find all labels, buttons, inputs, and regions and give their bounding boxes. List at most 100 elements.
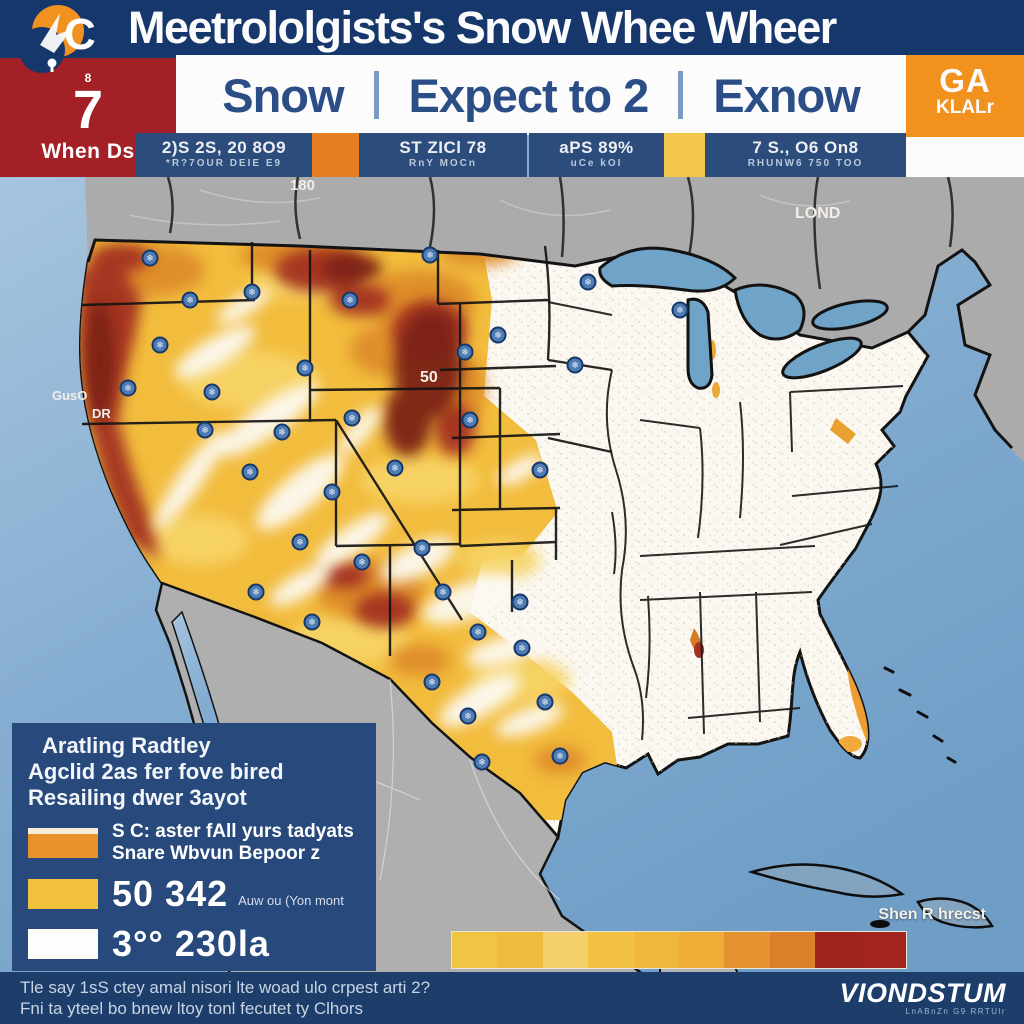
left-badge-label: When Ds <box>41 140 135 163</box>
scale-segment <box>769 932 816 968</box>
info-box-3: aPS 89% uCe kOI <box>529 133 664 177</box>
scale-segment <box>497 932 543 968</box>
svg-text:❄: ❄ <box>146 253 154 263</box>
snow-marker-icon: ❄ <box>461 411 479 429</box>
snow-marker-icon: ❄ <box>273 423 291 441</box>
snow-marker-icon: ❄ <box>423 673 441 691</box>
snow-marker-icon: ❄ <box>343 409 361 427</box>
info-box-3-line2: uCe kOI <box>570 158 623 169</box>
svg-text:❄: ❄ <box>428 677 436 687</box>
svg-text:❄: ❄ <box>186 295 194 305</box>
svg-text:❄: ❄ <box>466 415 474 425</box>
logo-letter: C <box>64 10 96 59</box>
scale-bar-label: Shen R hrecst <box>878 906 986 923</box>
snow-marker-icon: ❄ <box>291 533 309 551</box>
legend-panel: Aratling Radtley Agclid 2as fer fove bir… <box>12 723 376 971</box>
snow-marker-icon: ❄ <box>181 291 199 309</box>
left-badge-number: 7 <box>72 80 104 140</box>
legend-row-orange: S C: aster fAll yurs tadyats Snare Wbvun… <box>28 821 360 865</box>
svg-text:❄: ❄ <box>518 643 526 653</box>
snow-marker-icon: ❄ <box>296 359 314 377</box>
scale-segment <box>724 932 770 968</box>
scale-segment <box>452 932 498 968</box>
info-box-3-line1: aPS 89% <box>559 138 634 157</box>
snow-marker-icon: ❄ <box>119 379 137 397</box>
snow-marker-icon: ❄ <box>566 356 584 374</box>
footer-bar: Tle say 1sS ctey amal nisori lte woad ul… <box>0 972 1024 1024</box>
snow-marker-icon: ❄ <box>473 753 491 771</box>
legend-swatch-yellow <box>28 879 98 909</box>
snow-marker-icon: ❄ <box>386 459 404 477</box>
info-box-4-line1: 7 S., O6 On8 <box>752 138 859 157</box>
map-labels-layer: 180 LOND GusO DR 50 <box>52 177 840 421</box>
right-badge-line1: GA <box>939 62 991 99</box>
map-label: LOND <box>795 205 840 222</box>
svg-text:❄: ❄ <box>478 757 486 767</box>
svg-text:❄: ❄ <box>676 305 684 315</box>
snow-marker-icon: ❄ <box>196 421 214 439</box>
svg-text:❄: ❄ <box>308 617 316 627</box>
legend-row-white: 3°° 230la <box>28 923 360 965</box>
svg-text:❄: ❄ <box>201 425 209 435</box>
svg-text:❄: ❄ <box>494 330 502 340</box>
snow-marker-icon: ❄ <box>323 483 341 501</box>
svg-text:❄: ❄ <box>556 751 564 761</box>
svg-text:❄: ❄ <box>461 347 469 357</box>
snow-marker-icon: ❄ <box>241 463 259 481</box>
left-badge: 8 7 When Ds <box>0 58 176 177</box>
svg-text:❄: ❄ <box>358 557 366 567</box>
svg-text:❄: ❄ <box>156 340 164 350</box>
legend-swatch-white <box>28 929 98 959</box>
svg-text:❄: ❄ <box>516 597 524 607</box>
legend-title-line3: Resailing dwer 3ayot <box>28 785 247 810</box>
info-box-2-line2: RnY MOCn <box>408 158 478 169</box>
snow-marker-icon: ❄ <box>247 583 265 601</box>
canada-border <box>86 238 1014 450</box>
svg-text:❄: ❄ <box>584 277 592 287</box>
svg-text:❄: ❄ <box>348 413 356 423</box>
subtitle-segment: Exnow <box>713 68 860 122</box>
snow-marker-icon: ❄ <box>536 693 554 711</box>
info-box-2: ST ZICl 78 RnY MOCn <box>359 133 527 177</box>
snow-marker-icon: ❄ <box>203 383 221 401</box>
snow-marker-icon: ❄ <box>511 593 529 611</box>
snow-marker-icon: ❄ <box>671 301 689 319</box>
svg-text:❄: ❄ <box>571 360 579 370</box>
svg-text:❄: ❄ <box>278 427 286 437</box>
legend-row-white-value: 3°° 230la <box>112 923 270 964</box>
right-badge: GA KLALr <box>906 55 1024 137</box>
subtitle-divider <box>678 71 684 119</box>
snow-marker-icon: ❄ <box>141 249 159 267</box>
scale-segment <box>679 932 725 968</box>
station-logo: C <box>19 5 96 73</box>
scale-segment <box>588 932 634 968</box>
us-snow-map: ❄ ❄ ❄ ❄ ❄ ❄ ❄ ❄ ❄ ❄ ❄ ❄ ❄ ❄ ❄ ❄ ❄ ❄ ❄ ❄ ❄ ❄ ❄ ❄ ❄ ❄ ❄ ❄ ❄ ❄ ❄ ❄ ❄ ❄ ❄ ❄ 180… <box>0 177 1024 972</box>
graticule-scribbles <box>166 177 954 290</box>
scale-segment <box>860 932 907 968</box>
svg-text:❄: ❄ <box>426 250 434 260</box>
snow-marker-icon: ❄ <box>353 553 371 571</box>
map-label: 180 <box>290 177 315 194</box>
great-lakes <box>598 246 889 390</box>
snow-marker-icon: ❄ <box>469 623 487 641</box>
legend-row-yellow-value: 50 342 <box>112 873 229 914</box>
svg-text:❄: ❄ <box>252 587 260 597</box>
svg-text:❄: ❄ <box>124 383 132 393</box>
right-badge-line2: KLALr <box>935 97 995 118</box>
snow-marker-icon: ❄ <box>551 747 569 765</box>
svg-text:❄: ❄ <box>474 627 482 637</box>
scale-segment <box>815 932 861 968</box>
subtitle-bar: Snow Expect to 2 Exnow <box>176 55 906 135</box>
svg-text:❄: ❄ <box>301 363 309 373</box>
legend-title-line1: Aratling Radtley <box>42 733 211 758</box>
legend-row-yellow: 50 342 Auw ou (Yon mont <box>28 873 360 915</box>
yellow-separator <box>664 133 705 177</box>
canada-streaks <box>129 189 851 226</box>
snow-marker-icon: ❄ <box>459 707 477 725</box>
state-borders-east <box>547 301 904 741</box>
scale-segment <box>633 932 680 968</box>
canada-region <box>85 177 1024 462</box>
info-box-1-line1: 2)S 2S, 20 8O9 <box>161 138 287 157</box>
svg-text:❄: ❄ <box>536 465 544 475</box>
svg-text:❄: ❄ <box>246 467 254 477</box>
